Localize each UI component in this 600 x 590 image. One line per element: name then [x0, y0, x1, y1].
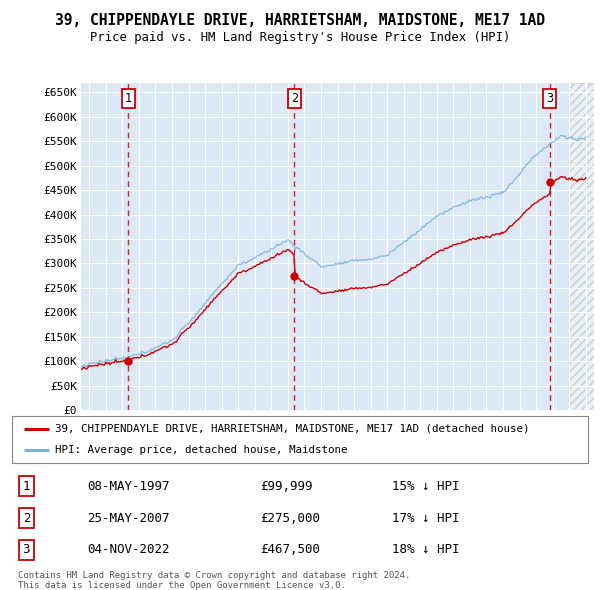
Text: Price paid vs. HM Land Registry's House Price Index (HPI): Price paid vs. HM Land Registry's House … — [90, 31, 510, 44]
Text: £99,999: £99,999 — [260, 480, 312, 493]
Text: 1: 1 — [23, 480, 30, 493]
Text: 08-MAY-1997: 08-MAY-1997 — [87, 480, 169, 493]
Text: 25-MAY-2007: 25-MAY-2007 — [87, 512, 169, 525]
Text: 2: 2 — [291, 93, 298, 106]
Text: 15% ↓ HPI: 15% ↓ HPI — [392, 480, 460, 493]
Text: 39, CHIPPENDAYLE DRIVE, HARRIETSHAM, MAIDSTONE, ME17 1AD (detached house): 39, CHIPPENDAYLE DRIVE, HARRIETSHAM, MAI… — [55, 424, 530, 434]
Text: 18% ↓ HPI: 18% ↓ HPI — [392, 543, 460, 556]
Text: £467,500: £467,500 — [260, 543, 320, 556]
Text: 3: 3 — [23, 543, 30, 556]
Text: 3: 3 — [547, 93, 554, 106]
Text: 1: 1 — [125, 93, 132, 106]
Text: 17% ↓ HPI: 17% ↓ HPI — [392, 512, 460, 525]
Text: HPI: Average price, detached house, Maidstone: HPI: Average price, detached house, Maid… — [55, 445, 348, 455]
Text: 2: 2 — [23, 512, 30, 525]
Text: 39, CHIPPENDAYLE DRIVE, HARRIETSHAM, MAIDSTONE, ME17 1AD: 39, CHIPPENDAYLE DRIVE, HARRIETSHAM, MAI… — [55, 13, 545, 28]
Text: Contains HM Land Registry data © Crown copyright and database right 2024.
This d: Contains HM Land Registry data © Crown c… — [18, 571, 410, 590]
Text: 04-NOV-2022: 04-NOV-2022 — [87, 543, 169, 556]
Text: £275,000: £275,000 — [260, 512, 320, 525]
